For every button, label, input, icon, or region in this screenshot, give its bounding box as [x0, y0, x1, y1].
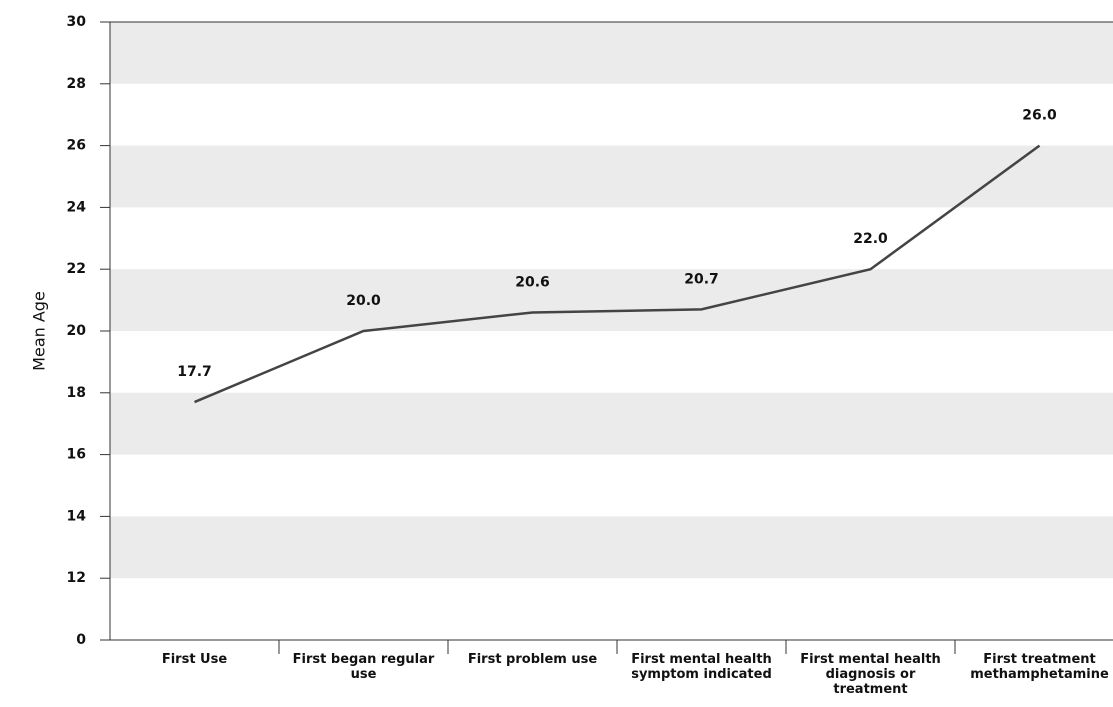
data-label: 17.7 [177, 364, 212, 380]
x-tick-label: First mental health diagnosis or treatme… [800, 652, 941, 697]
x-tick-label: First began regular use [292, 652, 435, 682]
data-label: 20.6 [515, 274, 550, 290]
x-tick-label: First treatment methamphetamine [970, 652, 1109, 682]
y-tick-label: 24 [67, 199, 87, 215]
y-tick-label: 12 [67, 570, 86, 586]
data-label: 26.0 [1022, 108, 1057, 124]
y-tick-label: 18 [67, 385, 86, 401]
y-tick-label: 14 [67, 508, 87, 524]
grid [110, 22, 1113, 579]
data-label: 20.0 [346, 293, 381, 309]
y-tick-label: 0 [76, 632, 86, 648]
data-label: 22.0 [853, 231, 888, 247]
y-tick-label: 26 [67, 138, 86, 154]
y-tick-label: 28 [67, 76, 86, 92]
data-label: 20.7 [684, 271, 719, 287]
y-axis-label: Mean Age [30, 291, 49, 371]
x-tick-label: First Use [161, 652, 228, 667]
grid-band [110, 145, 1113, 208]
x-tick-label: First problem use [467, 652, 598, 667]
y-tick-label: 22 [67, 261, 86, 277]
y-tick-label: 16 [67, 447, 86, 463]
grid-band [110, 22, 1113, 84]
y-tick-label: 20 [67, 323, 87, 339]
grid-band [110, 516, 1113, 579]
y-tick-label: 30 [67, 14, 87, 30]
grid-band [110, 269, 1113, 331]
line [194, 144, 1041, 404]
grid-band [110, 392, 1113, 455]
x-tick-label: First mental health symptom indicated [631, 652, 772, 682]
